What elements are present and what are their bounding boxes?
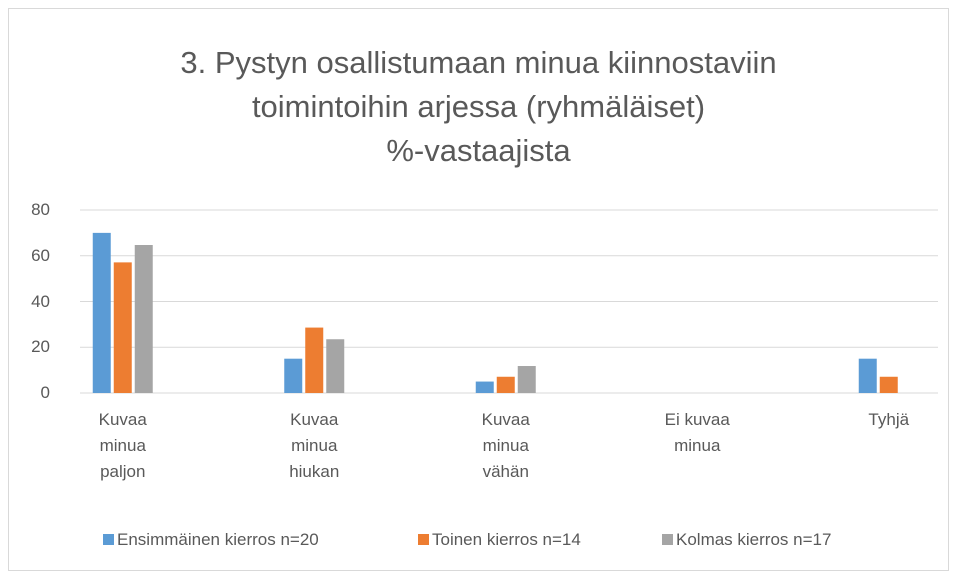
legend-swatch [103,534,114,545]
y-tick-label: 40 [31,291,50,311]
y-tick-label: 20 [31,337,50,357]
chart-title: 3. Pystyn osallistumaan minua kiinnostav… [180,45,777,80]
x-tick-label: Kuvaa minua paljon [98,410,147,481]
bar [134,244,153,393]
bar [858,358,877,393]
bar [113,262,132,393]
chart-title: %-vastaajista [386,133,571,168]
legend-label: Toinen kierros n=14 [432,530,581,549]
legend-item: Toinen kierros n=14 [418,530,581,550]
legend-item: Kolmas kierros n=17 [662,530,831,550]
chart-title: toimintoihin arjessa (ryhmäläiset) [251,89,706,124]
bar [879,376,898,393]
legend-item: Ensimmäinen kierros n=20 [103,530,319,550]
bar [496,376,515,393]
x-tick-label: Ei kuvaa minua [664,410,730,455]
x-tick-label: Kuvaa minua hiukan [289,410,340,481]
x-tick-label: Kuvaa minua vähän [481,410,530,481]
bar [475,381,494,393]
bar [284,358,303,393]
x-tick-label: Tyhjä [868,410,910,429]
legend-label: Kolmas kierros n=17 [676,530,832,549]
chart-border [8,8,949,571]
bar [517,366,536,393]
bar [305,327,324,393]
bar [326,339,345,393]
legend-label: Ensimmäinen kierros n=20 [117,530,319,549]
legend-swatch [418,534,429,545]
bar [92,232,111,393]
y-tick-label: 0 [40,383,50,402]
legend-swatch [662,534,673,545]
y-tick-label: 80 [31,200,50,219]
y-tick-label: 60 [31,245,50,265]
